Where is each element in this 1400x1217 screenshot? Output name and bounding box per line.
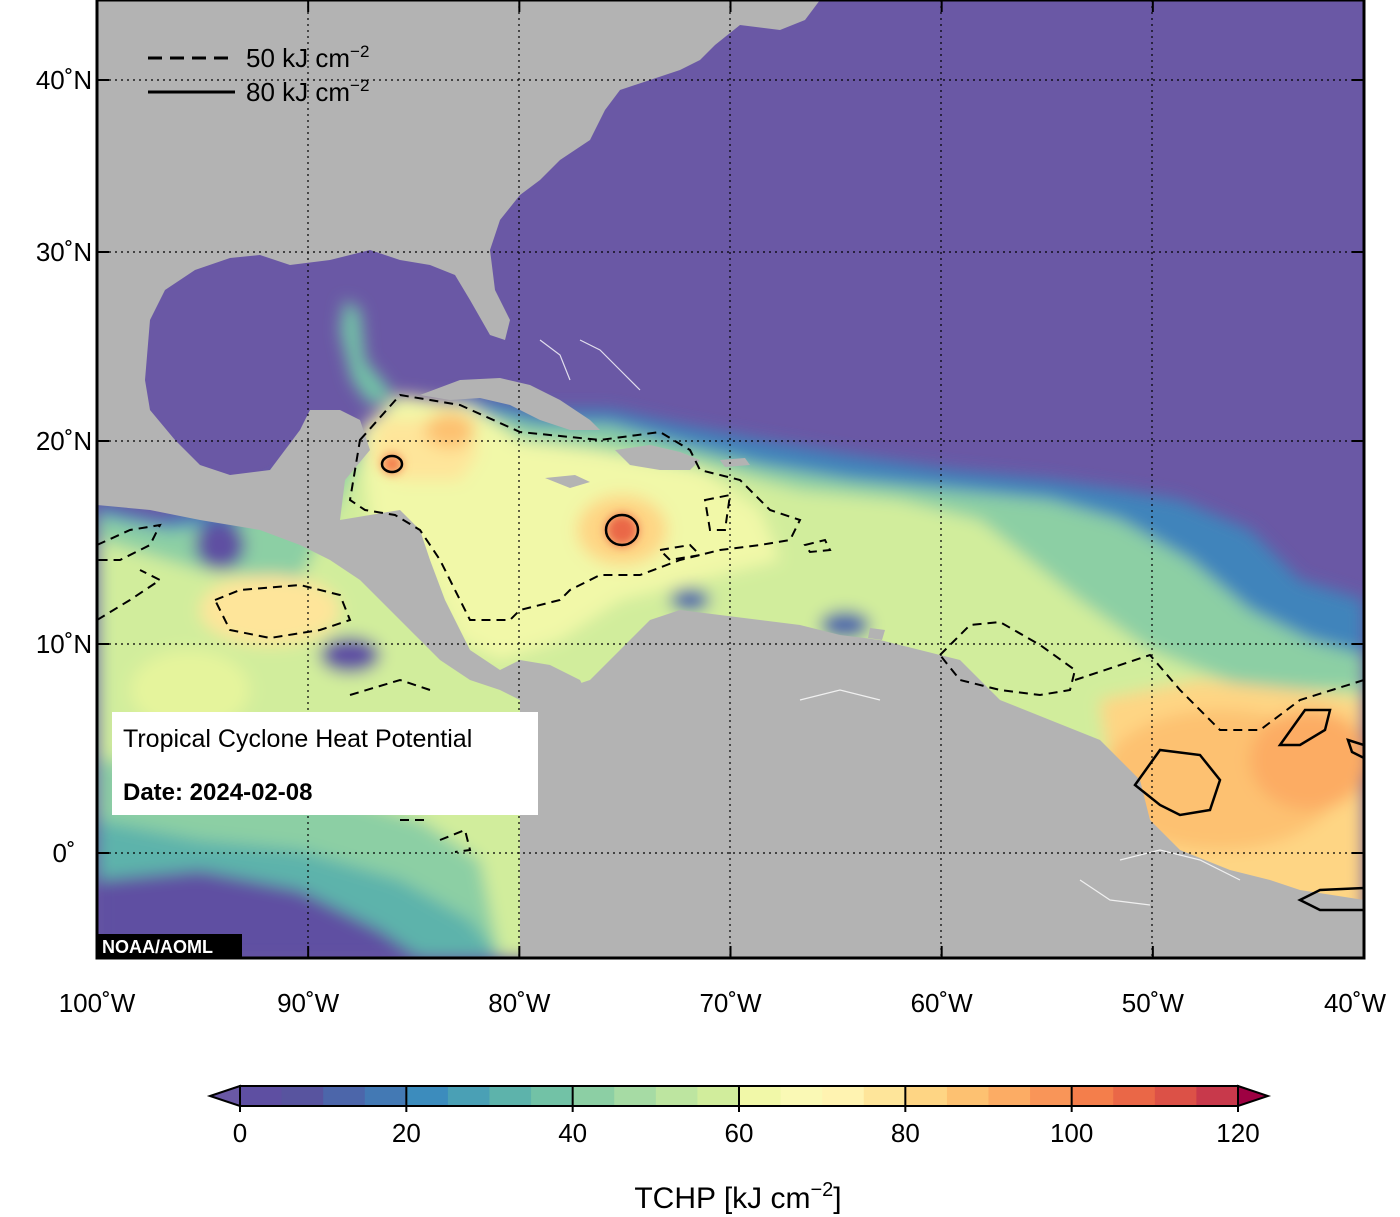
lon-tick-label: 80˚W bbox=[488, 988, 551, 1018]
coastline-details bbox=[539, 339, 1241, 906]
colorbar-under-triangle bbox=[206, 1084, 241, 1108]
colorbar-tick-label: 20 bbox=[392, 1118, 421, 1148]
colorbar-tick-label: 60 bbox=[725, 1118, 754, 1148]
colorbar-swatch bbox=[1071, 1086, 1114, 1106]
lat-tick-label: 30˚N bbox=[36, 237, 92, 267]
colorbar-swatch bbox=[1196, 1086, 1239, 1106]
colorbar-tick-label: 0 bbox=[233, 1118, 247, 1148]
colorbar-tick-label: 80 bbox=[891, 1118, 920, 1148]
colorbar-tick-label: 100 bbox=[1050, 1118, 1093, 1148]
map-date: Date: 2024-02-08 bbox=[123, 779, 312, 806]
lon-tick-label: 60˚W bbox=[911, 988, 974, 1018]
colorbar-swatch bbox=[531, 1086, 574, 1106]
svg-text:NOAA/AOML: NOAA/AOML bbox=[102, 937, 213, 957]
colorbar-swatch bbox=[905, 1086, 948, 1106]
lat-tick-label: 40˚N bbox=[36, 65, 92, 95]
contour-50 bbox=[97, 393, 1364, 853]
lon-tick-label: 70˚W bbox=[699, 988, 762, 1018]
colorbar-swatch bbox=[572, 1086, 615, 1106]
credit-label: NOAA/AOML bbox=[98, 934, 242, 958]
lat-tick-label: 10˚N bbox=[36, 629, 92, 659]
contour-80 bbox=[380, 454, 1364, 912]
legend-solid-label: 80 kJ cm−2 bbox=[246, 76, 369, 107]
colorbar-swatch bbox=[739, 1086, 782, 1106]
lon-tick-label: 50˚W bbox=[1122, 988, 1185, 1018]
colorbar: 0 20 40 60 80 100 120 bbox=[206, 1084, 1272, 1148]
colorbar-swatch bbox=[1154, 1086, 1197, 1106]
colorbar-swatch bbox=[780, 1086, 823, 1106]
colorbar-swatch bbox=[489, 1086, 532, 1106]
colorbar-swatch bbox=[614, 1086, 657, 1106]
colorbar-swatch bbox=[988, 1086, 1031, 1106]
colorbar-swatch bbox=[863, 1086, 906, 1106]
lon-tick-label: 90˚W bbox=[277, 988, 340, 1018]
colorbar-swatch bbox=[822, 1086, 865, 1106]
title-box-background bbox=[112, 712, 538, 815]
colorbar-swatch bbox=[1030, 1086, 1073, 1106]
colorbar-swatch bbox=[364, 1086, 407, 1106]
map-title: Tropical Cyclone Heat Potential bbox=[123, 725, 472, 753]
lon-tick-label: 100˚W bbox=[59, 988, 136, 1018]
colorbar-tick-label: 120 bbox=[1216, 1118, 1259, 1148]
colorbar-swatch bbox=[946, 1086, 989, 1106]
lon-tick-label: 40˚W bbox=[1324, 988, 1387, 1018]
colorbar-swatch bbox=[697, 1086, 740, 1106]
legend-dashed-label: 50 kJ cm−2 bbox=[246, 42, 369, 73]
longitude-labels: 100˚W 90˚W 80˚W 70˚W 60˚W 50˚W 40˚W bbox=[59, 0, 1387, 1018]
title-box: Tropical Cyclone Heat Potential Date: 20… bbox=[112, 712, 538, 815]
colorbar-swatch bbox=[323, 1086, 366, 1106]
colorbar-tick-label: 40 bbox=[558, 1118, 587, 1148]
contour-legend: 50 kJ cm−2 80 kJ cm−2 bbox=[148, 42, 369, 107]
map-body bbox=[97, 0, 1364, 958]
colorbar-over-triangle bbox=[1237, 1084, 1272, 1108]
colorbar-swatch bbox=[406, 1086, 449, 1106]
land bbox=[97, 0, 1364, 958]
tchp-hotspots bbox=[382, 454, 638, 546]
colorbar-swatch bbox=[1113, 1086, 1156, 1106]
colorbar-swatch bbox=[281, 1086, 324, 1106]
colorbar-swatch bbox=[655, 1086, 698, 1106]
latitude-labels: 40˚N 30˚N 20˚N 10˚N 0˚ bbox=[36, 65, 1364, 868]
lat-tick-label: 0˚ bbox=[52, 838, 75, 868]
colorbar-swatch bbox=[447, 1086, 490, 1106]
colorbar-title: TCHP [kJ cm−2] bbox=[634, 1179, 841, 1215]
lat-tick-label: 20˚N bbox=[36, 426, 92, 456]
colorbar-swatch bbox=[240, 1086, 283, 1106]
